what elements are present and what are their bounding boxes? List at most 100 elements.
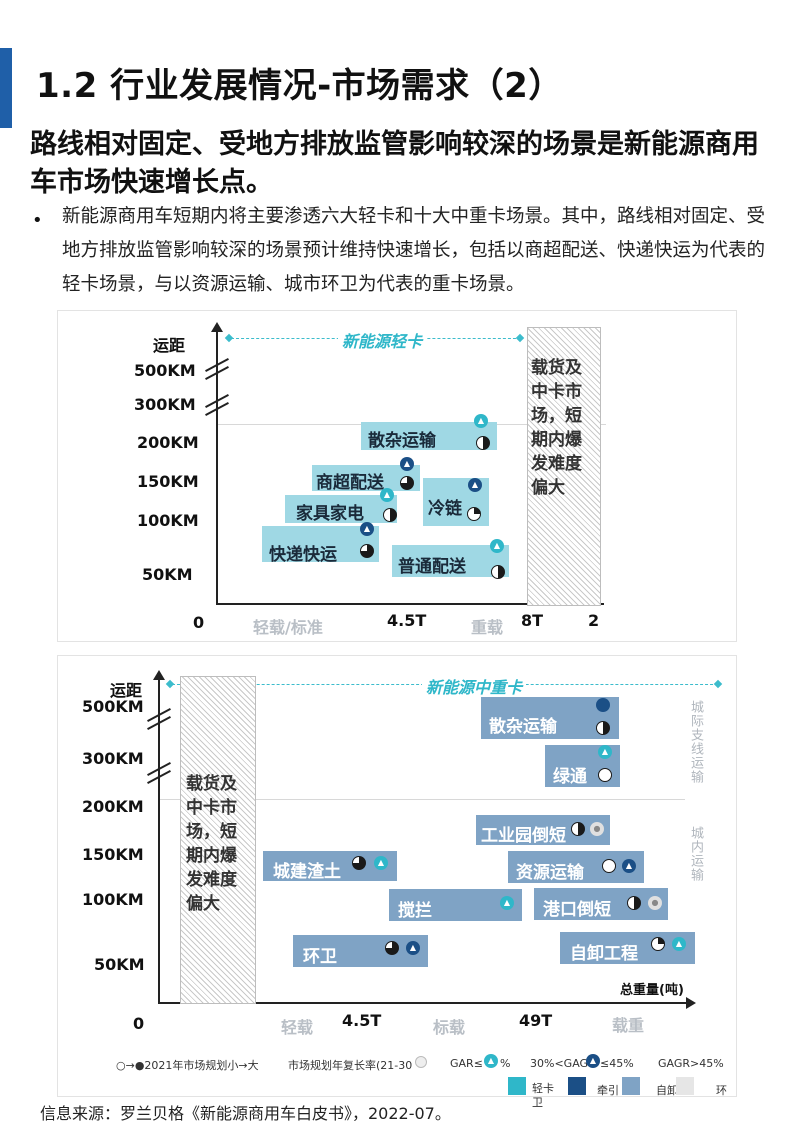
heavy-y-tick: 500KM [82,697,144,716]
light-y-axis [216,330,218,604]
legend-sanitation-swatch [676,1077,694,1095]
legend-growth-low-suffix: % [500,1057,511,1070]
light-x-tick: 4.5T [387,611,427,630]
market-size-pie-icon [627,896,641,910]
heavy-y-tick: 50KM [94,955,145,974]
page-title: 1.2 行业发展情况-市场需求（2） [36,66,563,106]
legend-light-truck-swatch [508,1077,526,1095]
heavy-scene-label: 城建渣土 [273,862,341,882]
heavy-x-arrow-icon [686,997,696,1009]
growth-badge-icon: ▲ [374,856,388,870]
heavy-scene-box [476,815,610,845]
heavy-scene-box [389,889,522,921]
market-size-pie-icon [385,941,399,955]
heavy-scene-label: 环卫 [303,947,337,967]
growth-badge-icon: ● [648,896,662,910]
light-y-tick: 150KM [137,472,199,491]
heavy-band-label: 新能源中重卡 [422,674,527,698]
growth-badge-icon: ▲ [380,488,394,502]
heavy-hatch-region [180,676,256,1004]
growth-badge-icon: ▲ [598,745,612,759]
heavy-y-tick: 100KM [82,890,144,909]
growth-badge-icon: ▲ [360,522,374,536]
heavy-scene-box [534,888,668,920]
heavy-hatch-text: 载货及中卡市场，短期内爆发难度偏大 [186,774,237,914]
light-scene-label: 散杂运输 [368,431,436,451]
heavy-y-tick: 150KM [82,845,144,864]
legend-growth-title: 市场规划年复长率(21-30 [288,1059,413,1072]
light-hatch-region [527,327,601,606]
light-origin-label: 0 [193,613,205,632]
light-scene-box [262,526,379,562]
legend-growth-mid: 30%<GAG [530,1057,589,1070]
heavy-y-axis-title: 运距 [110,681,143,700]
light-scene-box [361,422,497,450]
heavy-scene-label: 港口倒短 [543,900,611,920]
light-x-axis [216,603,604,605]
legend-sanitation-label: 环 [716,1084,727,1097]
growth-badge-icon: ▲ [400,457,414,471]
growth-badge-icon: ▲ [622,859,636,873]
market-size-pie-icon [571,822,585,836]
market-size-pie-icon [596,721,610,735]
market-size-pie-icon [383,508,397,522]
light-truck-chart [57,310,737,642]
heavy-x-axis [158,1002,688,1004]
market-size-pie-icon [602,859,616,873]
legend-growth-low: GAR≤ [450,1057,483,1070]
heavy-y-arrow-icon [153,670,165,680]
light-scene-label: 普通配送 [398,557,466,577]
heavy-origin-label: 0 [133,1014,145,1033]
heavy-x-tick: 49T [519,1011,553,1030]
title-accent-bar [0,48,12,128]
growth-badge-icon: ▲ [406,941,420,955]
light-scene-box [392,545,509,577]
light-y-tick: 500KM [134,361,196,380]
market-size-pie-icon [400,476,414,490]
growth-badge-icon: ▲ [468,478,482,492]
heavy-scene-box [508,851,644,883]
heavy-x-ghost-label: 载重 [612,1016,645,1035]
heavy-x-axis-title: 总重量(吨) [620,983,684,998]
legend-market-size: ○→●2021年市场规划小→大 [116,1059,259,1072]
market-size-pie-icon [467,507,481,521]
heavy-x-tick: 4.5T [342,1011,382,1030]
light-x-ghost-label: 重载 [471,618,504,637]
heavy-y-tick: 300KM [82,749,144,768]
growth-badge-icon: ▲ [672,937,686,951]
light-band-label: 新能源轻卡 [338,328,427,352]
legend-light-truck-label: 轻卡 [532,1082,554,1095]
heavy-scene-box [293,935,428,967]
bullet-dot: • [32,210,43,231]
legend-dump-swatch [622,1077,640,1095]
market-size-pie-icon [352,856,366,870]
heavy-scene-label: 资源运输 [516,863,584,883]
legend-growth-mid-icon: ▲ [586,1054,600,1068]
legend-growth-icon [415,1056,427,1068]
legend-light-truck-label-2: 卫 [532,1096,543,1109]
heavy-side-label: 城际支线运输 [688,700,703,784]
growth-badge-icon: ▲ [474,414,488,428]
growth-badge-icon: ● [590,822,604,836]
growth-badge-icon [596,698,610,712]
headline: 路线相对固定、受地方排放监管影响较深的场景是新能源商用车市场快速增长点。 [30,129,759,198]
heavy-200km-gridline [160,799,685,800]
light-y-axis-title: 运距 [153,336,186,355]
source-note: 信息来源：罗兰贝格《新能源商用车白皮书》，2022-07。 [40,1104,451,1123]
light-scene-label: 家具家电 [296,504,364,524]
market-size-pie-icon [598,768,612,782]
light-x-tick: 8T [521,611,544,630]
light-y-tick: 100KM [137,511,199,530]
legend-tractor-label: 牵引 [597,1084,619,1097]
heavy-y-tick: 200KM [82,797,144,816]
light-hatch-text: 载货及中卡市场，短期内爆发难度偏大 [531,358,582,498]
legend-growth-mid-suffix: ≤45% [600,1057,634,1070]
bullet-text: 新能源商用车短期内将主要渗透六大轻卡和十大中重卡场景。其中，路线相对固定、受地方… [62,206,766,295]
light-scene-label: 冷链 [428,499,462,519]
heavy-scene-label: 散杂运输 [489,717,557,737]
legend-growth-high: GAGR>45% [658,1057,724,1070]
market-size-pie-icon [360,544,374,558]
heavy-x-ghost-label: 标载 [433,1018,466,1037]
light-x-tick: 2 [588,611,600,630]
legend-dump-label: 自卸 [656,1084,678,1097]
